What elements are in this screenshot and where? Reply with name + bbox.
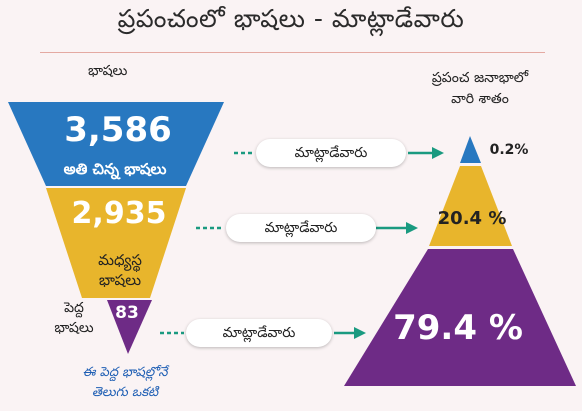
page-title: ప్రపంచంలో భాషలు - మాట్లాడేవారు <box>117 4 465 33</box>
tier1-percent: 0.2% <box>489 142 529 158</box>
tier3-label-line-1: పెద్ద <box>64 300 84 316</box>
telugu-note-line-2: తెలుగు ఒకటి <box>91 385 159 400</box>
pyramid-tier-purple <box>344 249 576 386</box>
pyramid-tier-blue <box>460 136 481 163</box>
arrows <box>160 147 444 339</box>
speakers-pill-2: మాట్లాడేవారు <box>226 214 376 242</box>
title-divider <box>40 52 545 53</box>
tier2-label-line-2: భాషలు <box>98 271 142 289</box>
tier3-label: పెద్ద భాషలు <box>44 298 104 338</box>
tier1-label: అతి చిన్న భాషలు <box>63 160 167 178</box>
telugu-note: ఈ పెద్ద భాషల్లోనే తెలుగు ఒకటి <box>40 363 210 403</box>
arrow-3-head <box>354 327 366 339</box>
tier2-count: 2,935 <box>71 196 167 231</box>
funnel-tier-gold <box>46 188 186 298</box>
tier3-count: 83 <box>115 303 139 323</box>
arrow-1-head <box>432 147 444 159</box>
speakers-pill-1: మాట్లాడేవారు <box>256 139 406 167</box>
tier3-label-line-2: భాషలు <box>54 320 94 336</box>
telugu-note-line-1: ఈ పెద్ద భాషల్లోనే <box>82 365 168 380</box>
right-heading: ప్రపంచ జనాభాలో వారి శాతం <box>390 68 570 110</box>
tier2-label: మధ్యస్థ భాషలు <box>80 250 160 290</box>
tier2-percent: 20.4 % <box>437 208 507 229</box>
right-heading-line-1: ప్రపంచ జనాభాలో <box>431 70 529 86</box>
tier3-percent: 79.4 % <box>393 308 523 348</box>
funnel-tier-blue <box>8 102 224 186</box>
speakers-pill-3: మాట్లాడేవారు <box>186 319 332 347</box>
arrow-2-head <box>406 222 418 234</box>
right-heading-line-2: వారి శాతం <box>451 91 509 107</box>
tier2-label-line-1: మధ్యస్థ <box>98 251 142 269</box>
tier1-count: 3,586 <box>64 110 172 150</box>
funnel-tier-purple <box>107 300 152 354</box>
pyramid-tier-gold <box>429 166 512 246</box>
left-heading: భాషలు <box>88 63 128 79</box>
